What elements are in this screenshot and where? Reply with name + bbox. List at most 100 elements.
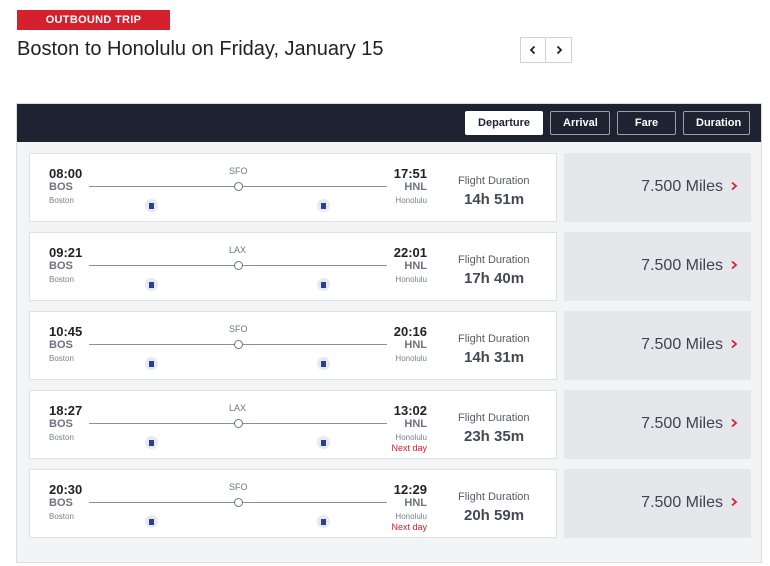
flight-duration-value: 14h 31m: [464, 349, 525, 366]
arrival-time: 13:02: [393, 403, 427, 418]
departure-time: 10:45: [49, 324, 83, 339]
departure-time: 20:30: [49, 482, 83, 497]
chevron-right-icon: [731, 260, 738, 270]
departure-airport-code: BOS: [49, 497, 73, 509]
departure-time: 18:27: [49, 403, 83, 418]
stopover-dot: [234, 340, 243, 349]
arrival-time: 20:16: [393, 324, 427, 339]
arrival-city: Honolulu: [395, 433, 427, 442]
arrival-time: 12:29: [393, 482, 427, 497]
arrival-airport-code: HNL: [404, 339, 427, 351]
departure-airport-code: BOS: [49, 181, 73, 193]
outbound-trip-badge: OUTBOUND TRIP: [17, 10, 170, 30]
stopover-dot: [234, 498, 243, 507]
airline-logo-icon: [145, 515, 158, 528]
next-day-button[interactable]: [546, 37, 572, 63]
flight-row: 18:27 BOS Boston LAX 13:02 HNL Honolulu …: [29, 390, 751, 459]
flight-duration-value: 14h 51m: [464, 191, 525, 208]
stopover-dot: [234, 261, 243, 270]
flight-duration-label: Flight Duration: [458, 175, 530, 187]
airline-logo-icon: [145, 357, 158, 370]
sort-fare-button[interactable]: Fare: [617, 111, 676, 135]
date-navigation: [520, 37, 572, 63]
departure-airport-code: BOS: [49, 418, 73, 430]
departure-time: 08:00: [49, 166, 83, 181]
fare-select-button[interactable]: 7.500 Miles: [564, 390, 751, 459]
arrival-airport-code: HNL: [404, 260, 427, 272]
arrival-city: Honolulu: [395, 354, 427, 363]
departure-time: 09:21: [49, 245, 83, 260]
stopover-dot: [234, 182, 243, 191]
airline-logo-icon: [145, 199, 158, 212]
flight-duration-label: Flight Duration: [458, 491, 530, 503]
flight-duration-label: Flight Duration: [458, 333, 530, 345]
results-panel: Departure Arrival Fare Duration 08:00 BO…: [16, 103, 762, 563]
stopover-code: LAX: [229, 245, 247, 255]
chevron-right-icon: [731, 339, 738, 349]
fare-miles: 7.500 Miles: [641, 178, 723, 195]
arrival-time: 22:01: [393, 245, 427, 260]
flight-row: 08:00 BOS Boston SFO 17:51 HNL Honolulu …: [29, 153, 751, 222]
airline-logo-icon: [317, 278, 330, 291]
stopover-code: SFO: [229, 166, 248, 176]
flight-duration-label: Flight Duration: [458, 254, 530, 266]
departure-city: Boston: [49, 512, 74, 521]
flight-duration-value: 17h 40m: [464, 270, 525, 287]
flight-row: 20:30 BOS Boston SFO 12:29 HNL Honolulu …: [29, 469, 751, 538]
flight-card[interactable]: 08:00 BOS Boston SFO 17:51 HNL Honolulu …: [29, 153, 557, 222]
arrival-airport-code: HNL: [404, 418, 427, 430]
airline-logo-icon: [145, 278, 158, 291]
airline-logo-icon: [317, 357, 330, 370]
sort-departure-button[interactable]: Departure: [465, 111, 543, 135]
flight-duration-value: 23h 35m: [464, 428, 525, 445]
arrival-city: Honolulu: [395, 512, 427, 521]
arrival-airport-code: HNL: [404, 181, 427, 193]
sort-arrival-button[interactable]: Arrival: [550, 111, 610, 135]
fare-miles: 7.500 Miles: [641, 415, 723, 432]
airline-logo-icon: [317, 436, 330, 449]
departure-airport-code: BOS: [49, 260, 73, 272]
chevron-right-icon: [556, 45, 562, 55]
stopover-code: SFO: [229, 482, 248, 492]
fare-select-button[interactable]: 7.500 Miles: [564, 232, 751, 301]
departure-city: Boston: [49, 354, 74, 363]
next-day-note: Next day: [391, 443, 427, 453]
chevron-left-icon: [529, 45, 536, 55]
stopover-code: LAX: [229, 403, 247, 413]
flight-duration-value: 20h 59m: [464, 507, 525, 524]
flight-row: 09:21 BOS Boston LAX 22:01 HNL Honolulu …: [29, 232, 751, 301]
flight-card[interactable]: 20:30 BOS Boston SFO 12:29 HNL Honolulu …: [29, 469, 557, 538]
arrival-airport-code: HNL: [404, 497, 427, 509]
previous-day-button[interactable]: [520, 37, 546, 63]
fare-select-button[interactable]: 7.500 Miles: [564, 153, 751, 222]
fare-miles: 7.500 Miles: [641, 257, 723, 274]
flight-card[interactable]: 09:21 BOS Boston LAX 22:01 HNL Honolulu …: [29, 232, 557, 301]
flight-duration-label: Flight Duration: [458, 412, 530, 424]
arrival-time: 17:51: [393, 166, 427, 181]
airline-logo-icon: [317, 199, 330, 212]
flight-row: 10:45 BOS Boston SFO 20:16 HNL Honolulu …: [29, 311, 751, 380]
chevron-right-icon: [731, 418, 738, 428]
fare-select-button[interactable]: 7.500 Miles: [564, 469, 751, 538]
next-day-note: Next day: [391, 522, 427, 532]
fare-miles: 7.500 Miles: [641, 494, 723, 511]
departure-city: Boston: [49, 275, 74, 284]
flight-card[interactable]: 18:27 BOS Boston LAX 13:02 HNL Honolulu …: [29, 390, 557, 459]
sort-bar: Departure Arrival Fare Duration: [17, 104, 761, 142]
arrival-city: Honolulu: [395, 275, 427, 284]
chevron-right-icon: [731, 497, 738, 507]
stopover-dot: [234, 419, 243, 428]
flight-list: 08:00 BOS Boston SFO 17:51 HNL Honolulu …: [29, 153, 751, 548]
flight-card[interactable]: 10:45 BOS Boston SFO 20:16 HNL Honolulu …: [29, 311, 557, 380]
airline-logo-icon: [145, 436, 158, 449]
arrival-city: Honolulu: [395, 196, 427, 205]
chevron-right-icon: [731, 181, 738, 191]
airline-logo-icon: [317, 515, 330, 528]
fare-miles: 7.500 Miles: [641, 336, 723, 353]
page-title: Boston to Honolulu on Friday, January 15: [17, 38, 384, 60]
departure-airport-code: BOS: [49, 339, 73, 351]
departure-city: Boston: [49, 433, 74, 442]
fare-select-button[interactable]: 7.500 Miles: [564, 311, 751, 380]
sort-duration-button[interactable]: Duration: [683, 111, 750, 135]
departure-city: Boston: [49, 196, 74, 205]
